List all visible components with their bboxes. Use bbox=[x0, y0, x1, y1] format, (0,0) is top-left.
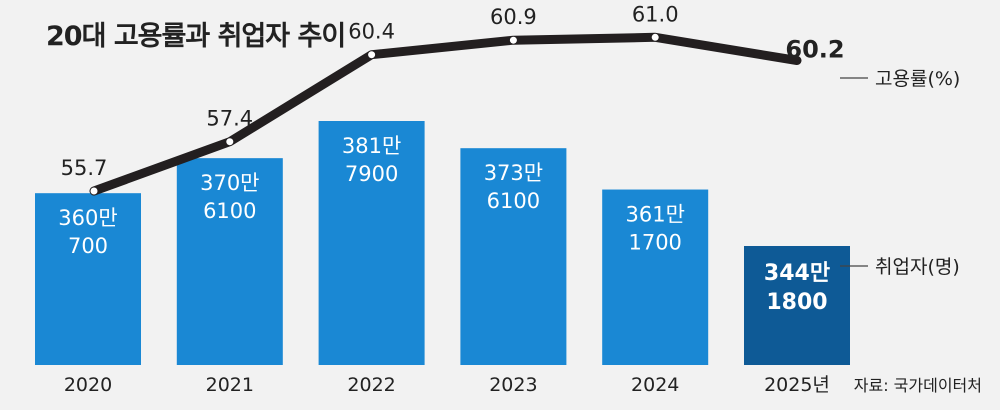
line-point-4 bbox=[651, 33, 659, 41]
bar-label-bottom-3: 6100 bbox=[487, 189, 540, 213]
x-tick-5: 2025년 bbox=[764, 374, 830, 396]
line-series bbox=[89, 32, 802, 196]
bar-3 bbox=[460, 148, 567, 365]
bar-label-bottom-0: 700 bbox=[68, 234, 108, 258]
x-tick-3: 2023 bbox=[489, 374, 537, 396]
line-point-0 bbox=[90, 187, 98, 195]
line-value-label-4: 61.0 bbox=[632, 2, 679, 26]
line-value-label-2: 60.4 bbox=[348, 20, 395, 44]
line-value-label-3: 60.9 bbox=[490, 5, 537, 29]
bar-4 bbox=[602, 189, 709, 365]
chart-title: 20대 고용률과 취업자 추이 bbox=[46, 21, 346, 52]
x-tick-0: 2020 bbox=[64, 374, 112, 396]
legend-line-label: 고용률(%) bbox=[875, 68, 960, 90]
bar-label-bottom-2: 7900 bbox=[345, 162, 398, 186]
bar-2 bbox=[318, 121, 425, 365]
bar-label-bottom-5: 1800 bbox=[766, 290, 827, 315]
bar-0 bbox=[35, 193, 141, 365]
bar-label-top-2: 381만 bbox=[342, 134, 401, 158]
legend-bar-label: 취업자(명) bbox=[875, 256, 960, 278]
line-value-label-0: 55.7 bbox=[61, 156, 108, 180]
bar-label-top-3: 373만 bbox=[484, 161, 543, 185]
bar-5 bbox=[744, 246, 850, 365]
line-point-2 bbox=[368, 51, 376, 59]
bar-label-top-0: 360만 bbox=[58, 206, 117, 230]
line-value-label-1: 57.4 bbox=[206, 107, 253, 131]
bar-label-top-1: 370만 bbox=[200, 171, 259, 195]
bar-label-bottom-1: 6100 bbox=[203, 199, 256, 223]
bar-1 bbox=[176, 158, 283, 365]
line-point-1 bbox=[226, 138, 234, 146]
source-note: 자료: 국가데이터처 bbox=[853, 376, 982, 395]
bar-label-top-5: 344만 bbox=[764, 261, 830, 286]
x-tick-1: 2021 bbox=[206, 374, 254, 396]
x-tick-4: 2024 bbox=[631, 374, 679, 396]
bar-label-top-4: 361만 bbox=[625, 203, 684, 227]
x-tick-2: 2022 bbox=[347, 374, 395, 396]
bar-label-bottom-4: 1700 bbox=[628, 231, 681, 255]
line-value-label-5: 60.2 bbox=[785, 36, 844, 64]
line-point-3 bbox=[509, 36, 517, 44]
